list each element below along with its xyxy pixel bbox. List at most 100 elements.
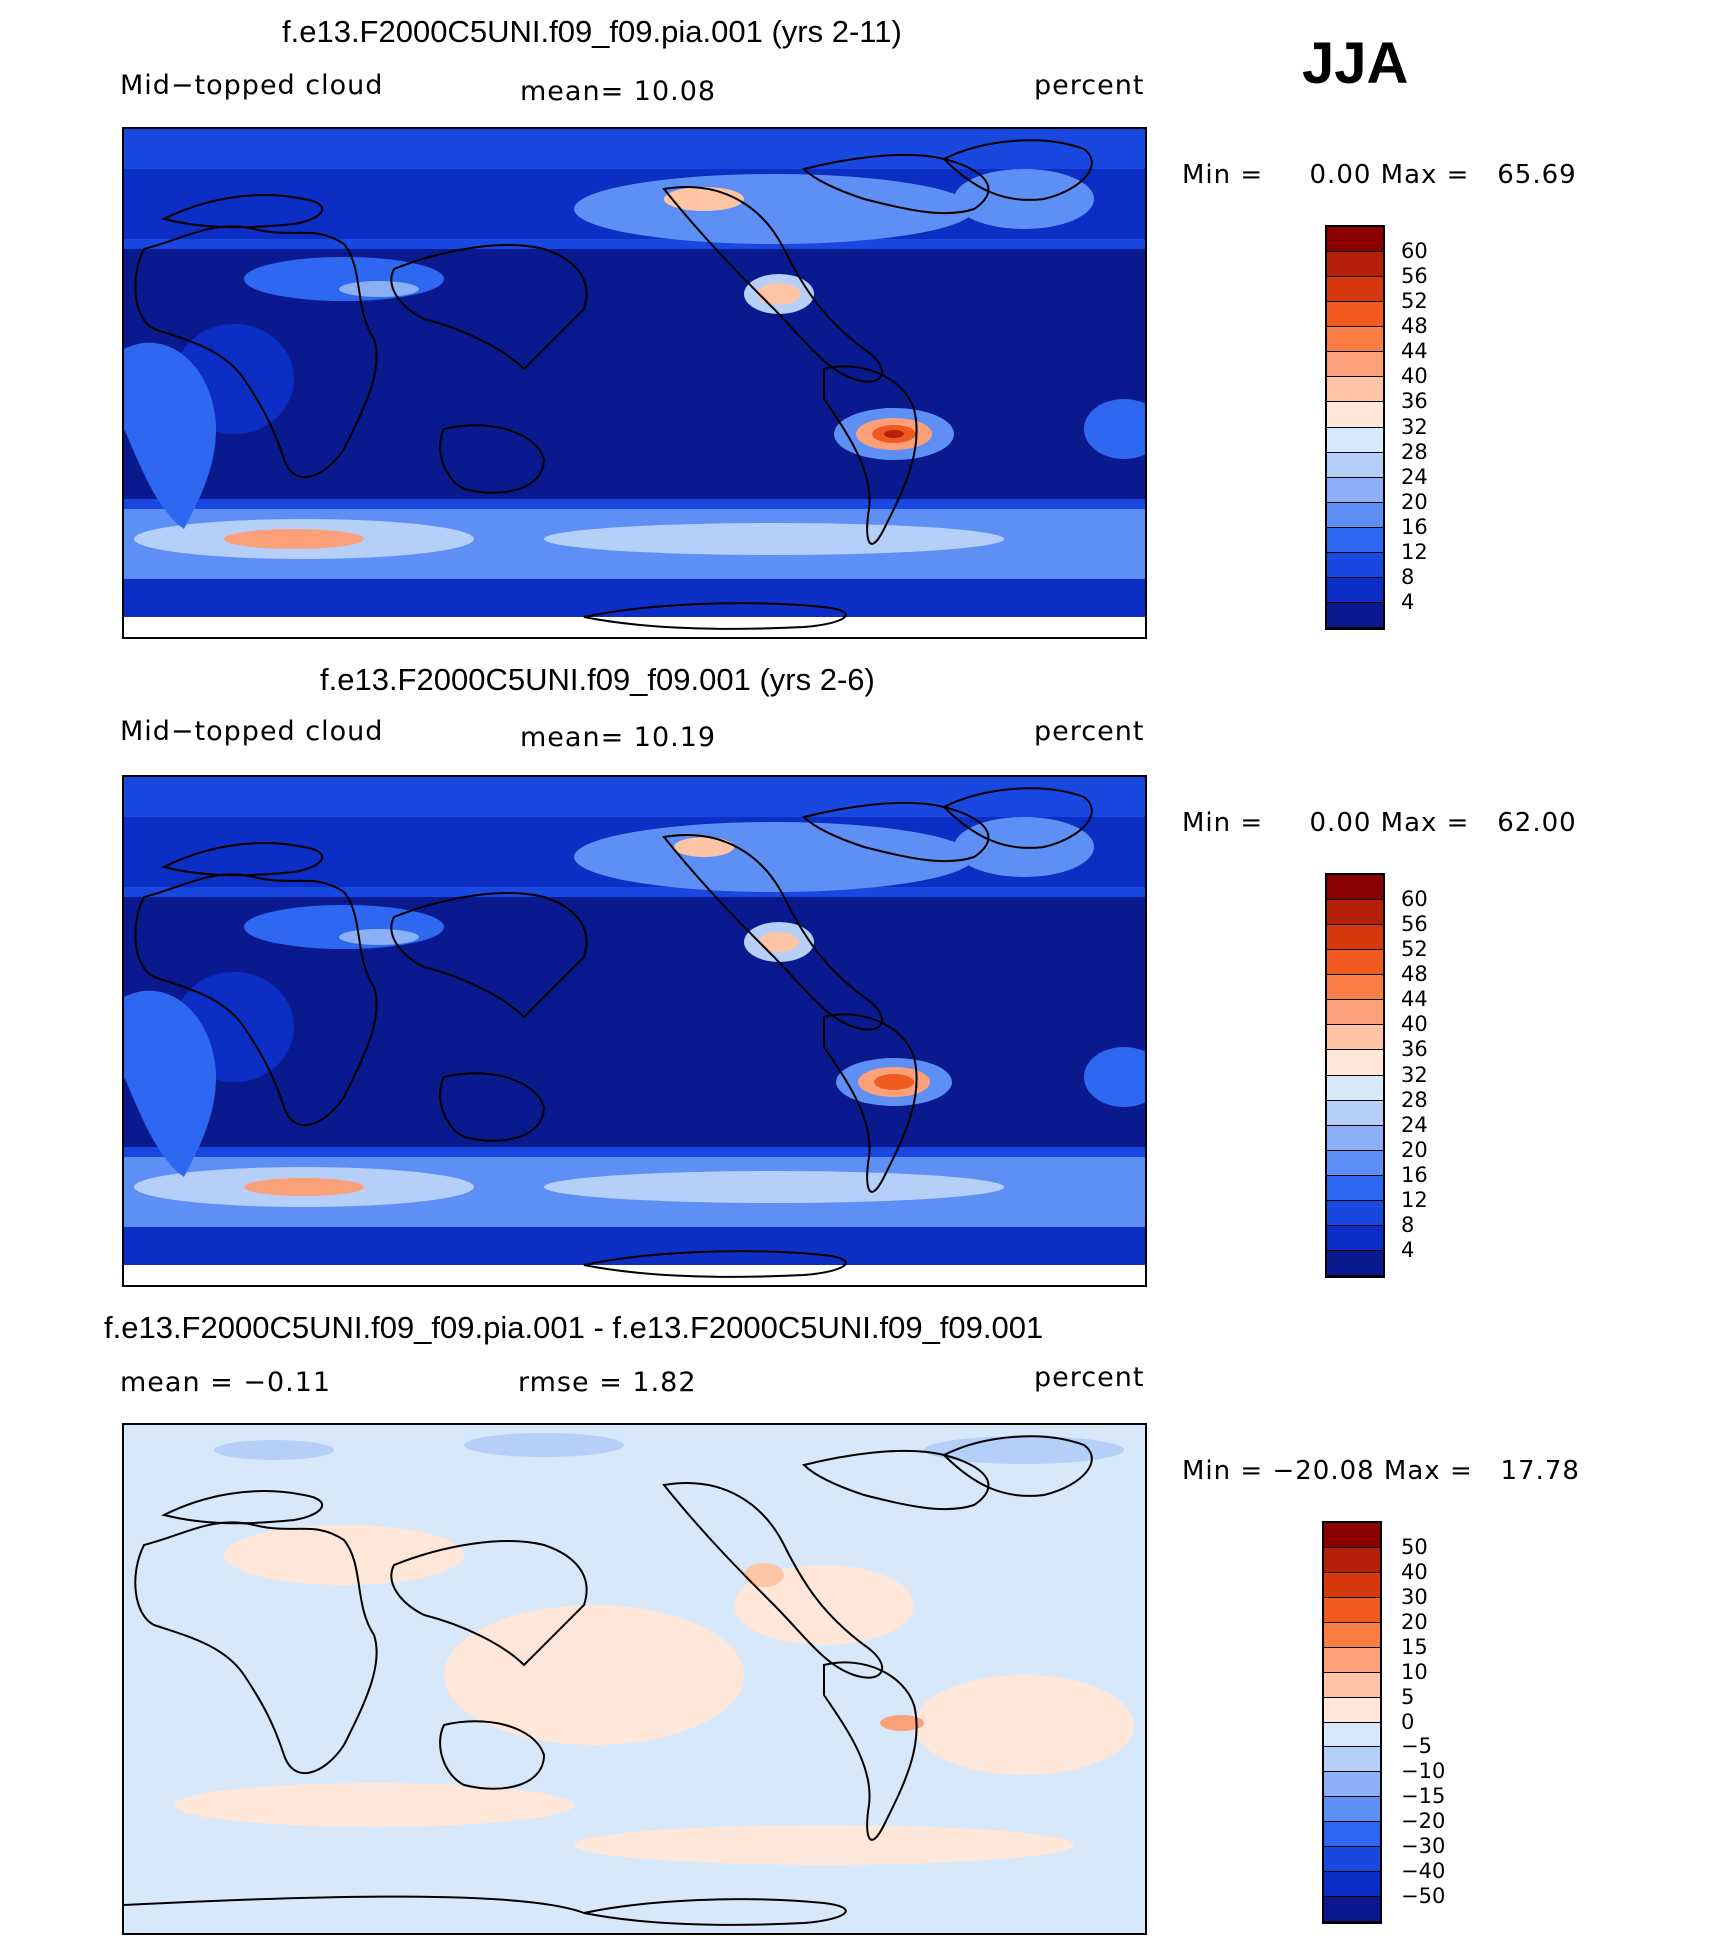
colorbar-segment	[1327, 1250, 1383, 1276]
colorbar-tick-label: 4	[1401, 589, 1415, 614]
panel-3-title: f.e13.F2000C5UNI.f09_f09.pia.001 - f.e13…	[104, 1310, 1044, 1345]
colorbar-segment	[1327, 477, 1383, 503]
colorbar-segment	[1327, 950, 1383, 976]
colorbar-tick-label: −40	[1401, 1859, 1446, 1884]
colorbar-segment	[1324, 1797, 1380, 1823]
panel-1-variable: Mid−topped cloud	[120, 70, 384, 101]
colorbar-tick-label: 60	[1401, 887, 1428, 912]
colorbar-tick-label: 56	[1401, 264, 1428, 289]
colorbar-segment	[1327, 925, 1383, 951]
colorbar-tick-label: 28	[1401, 1087, 1428, 1112]
colorbar-tick-label: 36	[1401, 1037, 1428, 1062]
panel-2-map-svg	[124, 777, 1145, 1278]
colorbar-segment	[1324, 1523, 1380, 1548]
colorbar-segment	[1324, 1772, 1380, 1798]
colorbar-segment	[1324, 1847, 1380, 1873]
colorbar-tick-label: 44	[1401, 987, 1428, 1012]
colorbar-segment	[1324, 1747, 1380, 1773]
panel-2-units: percent	[1034, 716, 1145, 747]
colorbar-tick-label: −30	[1401, 1834, 1446, 1859]
colorbar-segment	[1327, 1200, 1383, 1226]
colorbar-segment	[1327, 1050, 1383, 1076]
colorbar-segment	[1324, 1722, 1380, 1748]
panel-3-map-svg	[124, 1425, 1145, 1933]
colorbar-segment	[1327, 427, 1383, 453]
colorbar-segment	[1327, 402, 1383, 428]
panel-3-rmse: rmse = 1.82	[518, 1367, 697, 1398]
colorbar-segment	[1327, 252, 1383, 278]
panel-2-mean: mean= 10.19	[520, 722, 717, 753]
colorbar-segment	[1327, 352, 1383, 378]
colorbar-tick-label: 52	[1401, 937, 1428, 962]
colorbar-tick-label: 32	[1401, 414, 1428, 439]
colorbar-segment	[1327, 452, 1383, 478]
colorbar-tick-label: 44	[1401, 339, 1428, 364]
colorbar-segment	[1324, 1572, 1380, 1598]
panel-3-mean: mean = −0.11	[120, 1367, 332, 1398]
panel-3-units: percent	[1034, 1362, 1145, 1393]
colorbar-segment	[1324, 1822, 1380, 1848]
colorbar-tick-label: 30	[1401, 1584, 1428, 1609]
panel-1-minmax: Min = 0.00 Max = 65.69	[1182, 160, 1577, 190]
colorbar-segment	[1324, 1647, 1380, 1673]
colorbar-tick-label: 20	[1401, 489, 1428, 514]
colorbar-segment	[1324, 1622, 1380, 1648]
colorbar-segment	[1327, 1125, 1383, 1151]
colorbar-tick-label: −20	[1401, 1809, 1446, 1834]
colorbar-segment	[1327, 577, 1383, 603]
panel-2-colorbar	[1325, 873, 1385, 1278]
panel-1-map	[122, 127, 1147, 639]
colorbar-segment	[1327, 302, 1383, 328]
colorbar-segment	[1327, 1000, 1383, 1026]
colorbar-segment	[1324, 1547, 1380, 1573]
colorbar-tick-label: 4	[1401, 1237, 1415, 1262]
colorbar-tick-label: 12	[1401, 539, 1428, 564]
colorbar-segment	[1327, 1225, 1383, 1251]
panel-2-map	[122, 775, 1147, 1287]
colorbar-segment	[1327, 552, 1383, 578]
colorbar-tick-label: 24	[1401, 464, 1428, 489]
colorbar-tick-label: 40	[1401, 1559, 1428, 1584]
colorbar-segment	[1327, 502, 1383, 528]
colorbar-tick-label: −10	[1401, 1759, 1446, 1784]
panel-1-colorbar	[1325, 225, 1385, 630]
panel-3-colorbar	[1322, 1521, 1382, 1924]
colorbar-tick-label: 48	[1401, 962, 1428, 987]
colorbar-tick-label: −15	[1401, 1784, 1446, 1809]
colorbar-tick-label: 12	[1401, 1187, 1428, 1212]
colorbar-tick-label: 60	[1401, 239, 1428, 264]
colorbar-tick-label: 0	[1401, 1709, 1415, 1734]
panel-3-map	[122, 1423, 1147, 1935]
colorbar-tick-label: 50	[1401, 1534, 1428, 1559]
panel-3-minmax: Min = −20.08 Max = 17.78	[1182, 1456, 1580, 1486]
colorbar-segment	[1327, 602, 1383, 628]
colorbar-tick-label: 52	[1401, 289, 1428, 314]
colorbar-segment	[1327, 1100, 1383, 1126]
colorbar-tick-label: 8	[1401, 1212, 1415, 1237]
colorbar-segment	[1324, 1872, 1380, 1898]
panel-1-units: percent	[1034, 70, 1145, 101]
panel-1-map-svg	[124, 129, 1145, 630]
colorbar-segment	[1324, 1597, 1380, 1623]
colorbar-segment	[1327, 527, 1383, 553]
colorbar-segment	[1327, 900, 1383, 926]
colorbar-segment	[1327, 1025, 1383, 1051]
colorbar-tick-label: 16	[1401, 514, 1428, 539]
colorbar-segment	[1324, 1697, 1380, 1723]
colorbar-segment	[1327, 1150, 1383, 1176]
colorbar-segment	[1324, 1672, 1380, 1698]
colorbar-tick-label: 20	[1401, 1137, 1428, 1162]
colorbar-segment	[1327, 377, 1383, 403]
colorbar-tick-label: 20	[1401, 1609, 1428, 1634]
colorbar-segment	[1327, 227, 1383, 253]
panel-1-mean: mean= 10.08	[520, 76, 717, 107]
colorbar-tick-label: 24	[1401, 1112, 1428, 1137]
colorbar-segment	[1327, 1075, 1383, 1101]
colorbar-tick-label: 36	[1401, 389, 1428, 414]
colorbar-tick-label: 15	[1401, 1634, 1428, 1659]
panel-1-title: f.e13.F2000C5UNI.f09_f09.pia.001 (yrs 2-…	[282, 14, 902, 49]
colorbar-segment	[1327, 875, 1383, 901]
panel-2-variable: Mid−topped cloud	[120, 716, 384, 747]
colorbar-tick-label: 28	[1401, 439, 1428, 464]
colorbar-segment	[1327, 327, 1383, 353]
